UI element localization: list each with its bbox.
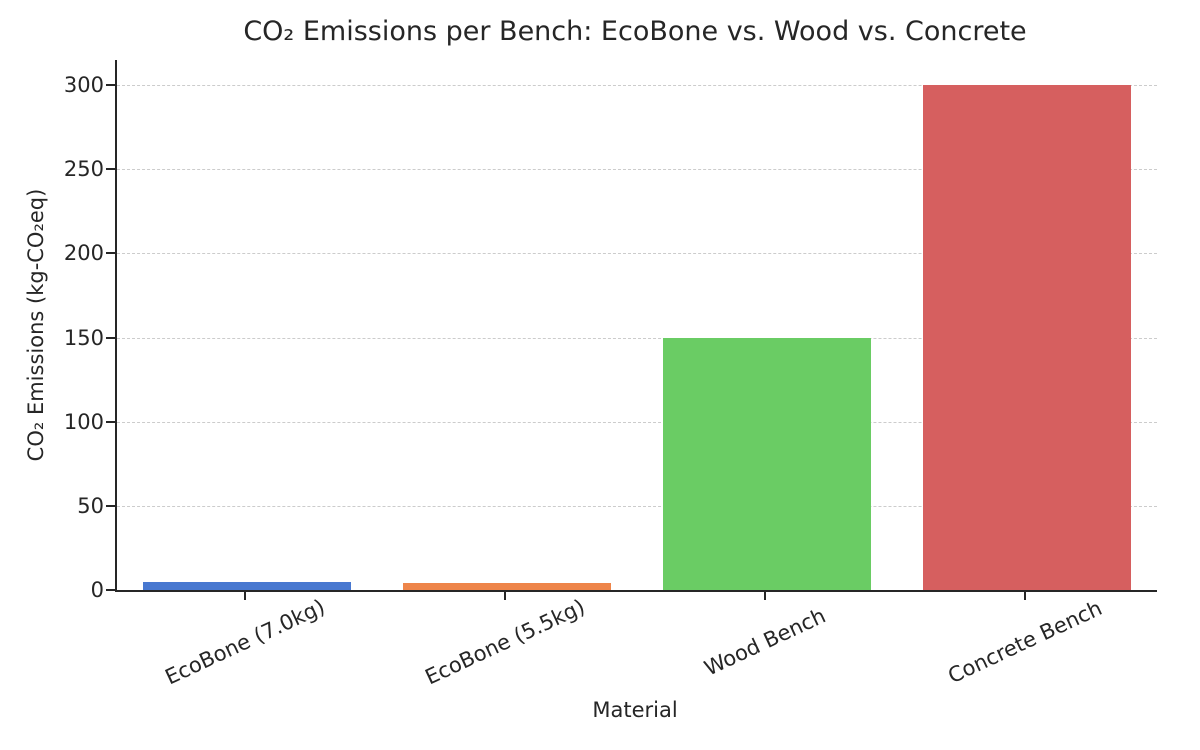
gridline-y-100 (117, 421, 1157, 423)
ytick-label-250: 250 (63, 157, 104, 182)
bar-concrete-bench (923, 85, 1131, 590)
ytick-mark-300 (106, 84, 115, 87)
xtick-label-ecobone-7-0kg: EcoBone (7.0kg) (161, 594, 329, 690)
bar-wood-bench (663, 337, 871, 590)
bar-ecobone-7-0kg (143, 581, 351, 590)
xtick-mark-concrete-bench (1024, 592, 1026, 600)
gridline-y-50 (117, 505, 1157, 507)
ytick-label-100: 100 (63, 409, 104, 434)
ytick-mark-50 (106, 504, 115, 507)
ytick-label-300: 300 (63, 73, 104, 98)
gridline-y-250 (117, 169, 1157, 171)
ytick-label-0: 0 (90, 578, 104, 602)
ytick-label-50: 50 (77, 493, 104, 518)
plot-area (115, 60, 1157, 592)
ytick-mark-100 (106, 420, 115, 423)
gridline-y-150 (117, 337, 1157, 339)
ytick-label-150: 150 (63, 325, 104, 350)
x-axis-label: Material (592, 698, 678, 722)
xtick-mark-ecobone-7-0kg (244, 592, 246, 600)
gridline-y-300 (117, 85, 1157, 87)
xtick-mark-wood-bench (764, 592, 766, 600)
ytick-mark-150 (106, 336, 115, 339)
ytick-label-200: 200 (63, 241, 104, 266)
gridline-y-200 (117, 253, 1157, 255)
xtick-label-ecobone-5-5kg: EcoBone (5.5kg) (421, 594, 589, 690)
ytick-mark-200 (106, 252, 115, 255)
xtick-mark-ecobone-5-5kg (504, 592, 506, 600)
ytick-mark-0 (106, 589, 115, 591)
xtick-label-wood-bench: Wood Bench (700, 603, 830, 681)
ytick-mark-250 (106, 168, 115, 171)
chart-title: CO₂ Emissions per Bench: EcoBone vs. Woo… (243, 16, 1027, 47)
bar-ecobone-5-5kg (403, 583, 611, 590)
xtick-label-concrete-bench: Concrete Bench (944, 595, 1106, 689)
